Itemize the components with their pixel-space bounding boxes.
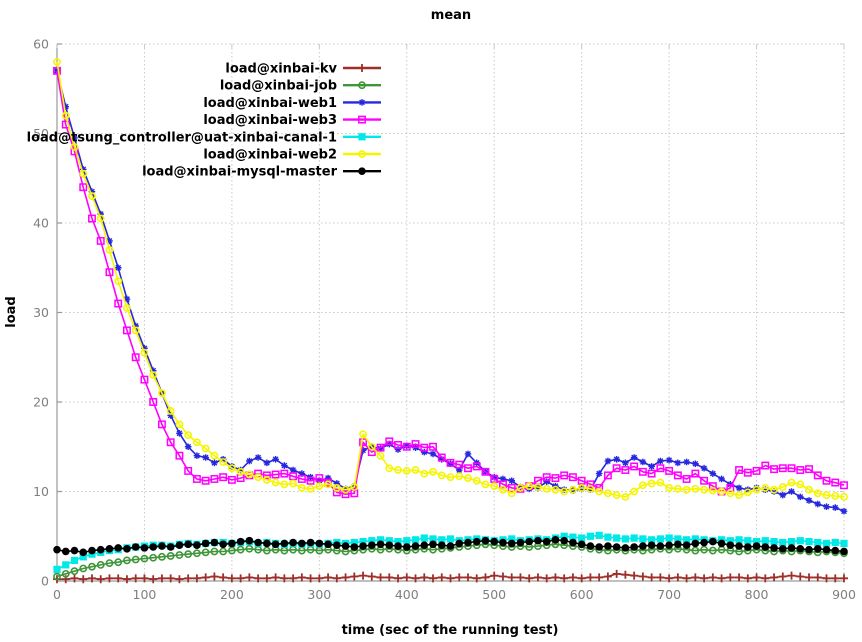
series-markers <box>53 58 848 501</box>
chart-title: mean <box>431 8 471 23</box>
legend-label: load@xinbai-mysql-master <box>142 165 337 180</box>
x-tick-label: 100 <box>133 587 157 602</box>
y-tick-label: 30 <box>33 305 49 320</box>
x-tick-label: 0 <box>53 587 61 602</box>
series-line <box>56 61 845 498</box>
series-load-xinbai-mysql-master <box>53 536 848 557</box>
x-tick-label: 400 <box>395 587 419 602</box>
x-tick-label: 600 <box>570 587 594 602</box>
series-line <box>56 70 845 496</box>
legend: load@xinbai-kv load@xinbai-job load@xinbai… <box>27 62 381 180</box>
gridlines <box>57 43 845 581</box>
series-load-xinbai-kv <box>53 569 848 584</box>
legend-item-load-xinbai-web1: load@xinbai-web1 <box>203 96 381 111</box>
legend-item-load-xinbai-kv: load@xinbai-kv <box>225 62 381 77</box>
series-markers <box>53 536 848 557</box>
x-tick-label: 700 <box>657 587 681 602</box>
y-axis-label: load <box>4 296 19 327</box>
y-tick-label: 20 <box>33 395 49 410</box>
y-tick-label: 50 <box>33 126 49 141</box>
x-tick-label: 900 <box>832 587 856 602</box>
x-tick-label: 200 <box>220 587 244 602</box>
y-tick-label: 60 <box>33 37 49 52</box>
legend-item-load-xinbai-web2: load@xinbai-web2 <box>203 148 381 163</box>
y-tick-label: 10 <box>33 484 49 499</box>
legend-label: load@xinbai-job <box>220 79 337 94</box>
legend-label: load@xinbai-web2 <box>203 148 337 163</box>
legend-label: load@xinbai-kv <box>225 62 337 77</box>
legend-label: load@tsung_controller@uat-xinbai-canal-1 <box>27 130 337 145</box>
x-tick-label: 500 <box>482 587 506 602</box>
y-tick-label: 40 <box>33 216 49 231</box>
x-tick-label: 300 <box>307 587 331 602</box>
legend-label: load@xinbai-web1 <box>203 96 337 111</box>
axis-corner <box>836 573 845 582</box>
x-axis-label: time (sec of the running test) <box>342 623 559 638</box>
legend-item-load-xinbai-mysql-master: load@xinbai-mysql-master <box>142 165 381 180</box>
tick-labels: 0 100 200 300 400 500 600 700 800 900 0 10 20 30 40 50 6… <box>33 37 856 603</box>
legend-item-load-xinbai-web3: load@xinbai-web3 <box>203 113 381 128</box>
legend-item-load-xinbai-job: load@xinbai-job <box>220 79 381 94</box>
series-lines <box>53 58 848 584</box>
legend-label: load@xinbai-web3 <box>203 113 337 128</box>
x-tick-label: 800 <box>745 587 769 602</box>
y-tick-label: 0 <box>41 574 49 589</box>
series-load-xinbai-web2 <box>53 58 848 501</box>
series-markers <box>53 569 848 584</box>
legend-item-load-tsung-controller-uat-xinbai-canal-1: load@tsung_controller@uat-xinbai-canal-1 <box>27 130 381 145</box>
